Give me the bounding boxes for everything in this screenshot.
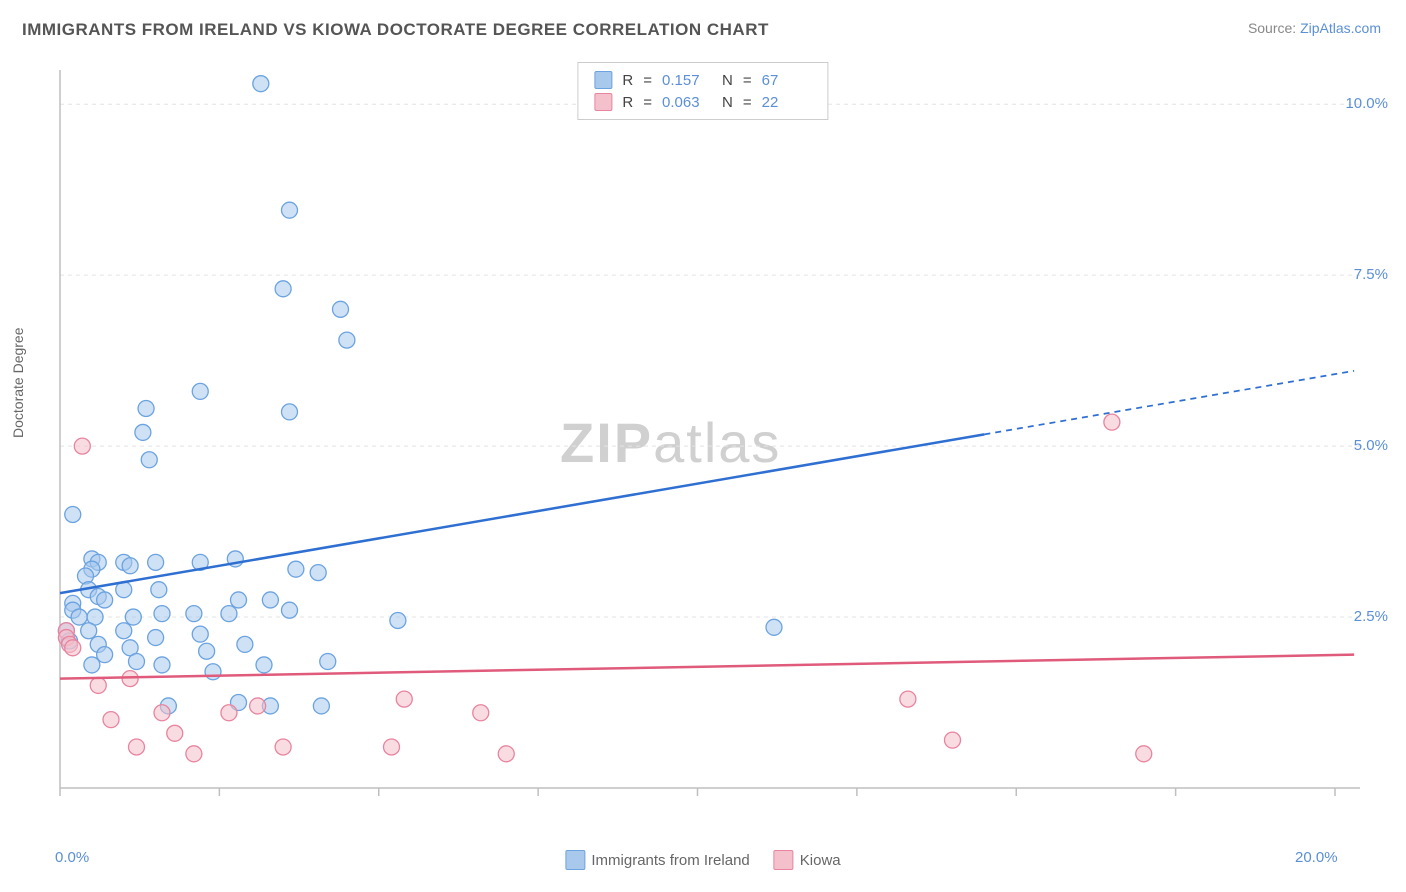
eq-sign: = [743, 72, 752, 89]
source-prefix: Source: [1248, 20, 1300, 36]
legend-swatch-icon [565, 850, 585, 870]
eq-sign: = [643, 72, 652, 89]
y-tick-label: 5.0% [1354, 437, 1388, 454]
legend-swatch-icon [774, 850, 794, 870]
stat-R-value: 0.063 [662, 94, 712, 111]
plot-area [55, 60, 1365, 818]
y-axis-label: Doctorate Degree [10, 327, 26, 438]
legend-label: Kiowa [800, 852, 841, 869]
stat-N-label: N [722, 72, 733, 89]
stats-box: R = 0.157 N = 67 R = 0.063 N = 22 [577, 62, 828, 120]
y-tick-label: 2.5% [1354, 608, 1388, 625]
stat-R-label: R [622, 94, 633, 111]
y-tick-label: 10.0% [1345, 95, 1388, 112]
chart-svg [55, 60, 1365, 818]
stats-row-series1: R = 0.157 N = 67 [594, 69, 811, 91]
eq-sign: = [643, 94, 652, 111]
legend-item-series1: Immigrants from Ireland [565, 850, 749, 870]
stats-row-series2: R = 0.063 N = 22 [594, 91, 811, 113]
legend-item-series2: Kiowa [774, 850, 841, 870]
stat-N-value: 22 [762, 94, 812, 111]
stat-N-value: 67 [762, 72, 812, 89]
y-tick-label: 7.5% [1354, 266, 1388, 283]
chart-container: IMMIGRANTS FROM IRELAND VS KIOWA DOCTORA… [0, 0, 1406, 892]
legend-swatch-icon [594, 71, 612, 89]
legend-label: Immigrants from Ireland [591, 852, 749, 869]
legend-swatch-icon [594, 93, 612, 111]
stat-R-label: R [622, 72, 633, 89]
stat-R-value: 0.157 [662, 72, 712, 89]
source-attribution: Source: ZipAtlas.com [1248, 20, 1381, 36]
source-link[interactable]: ZipAtlas.com [1300, 20, 1381, 36]
eq-sign: = [743, 94, 752, 111]
stat-N-label: N [722, 94, 733, 111]
legend: Immigrants from Ireland Kiowa [565, 850, 840, 870]
chart-title: IMMIGRANTS FROM IRELAND VS KIOWA DOCTORA… [22, 20, 769, 40]
x-tick-label: 0.0% [55, 849, 89, 866]
x-tick-label: 20.0% [1295, 849, 1338, 866]
